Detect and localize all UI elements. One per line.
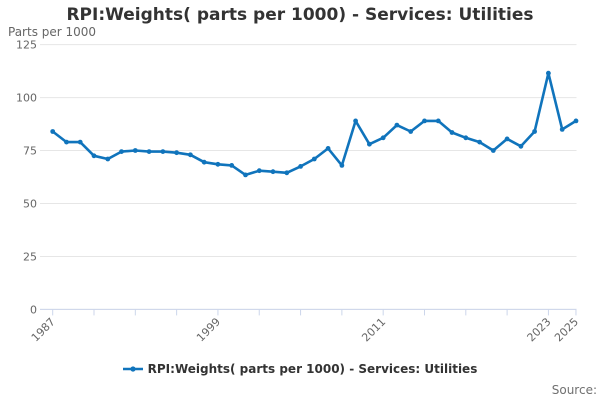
data-point-2025[interactable] — [573, 118, 579, 124]
data-point-1990[interactable] — [91, 153, 97, 159]
x-tick-label-2011: 2011 — [359, 315, 388, 344]
data-point-2019[interactable] — [490, 148, 496, 153]
data-point-1995[interactable] — [160, 149, 166, 155]
y-tick-label-100: 100 — [16, 92, 37, 105]
data-point-2004[interactable] — [284, 170, 290, 176]
data-point-2001[interactable] — [243, 172, 248, 178]
data-point-2000[interactable] — [229, 163, 235, 168]
data-point-2007[interactable] — [325, 146, 331, 151]
data-point-1993[interactable] — [132, 148, 138, 153]
data-point-1987[interactable] — [50, 129, 56, 134]
data-point-2017[interactable] — [463, 135, 469, 141]
source-label: Source: — [551, 383, 597, 397]
data-point-2016[interactable] — [449, 130, 455, 135]
data-point-2008[interactable] — [339, 163, 345, 168]
y-tick-label-25: 25 — [23, 250, 37, 263]
data-point-2020[interactable] — [504, 136, 510, 142]
x-tick-label-1987: 1987 — [29, 315, 58, 344]
data-point-2014[interactable] — [422, 118, 427, 124]
data-point-2012[interactable] — [394, 122, 400, 128]
data-point-1989[interactable] — [77, 139, 83, 145]
data-point-2015[interactable] — [435, 118, 441, 124]
data-point-2011[interactable] — [380, 135, 386, 141]
data-point-1988[interactable] — [64, 139, 69, 145]
data-point-1999[interactable] — [215, 161, 221, 167]
page-title: RPI:Weights( parts per 1000) - Services:… — [66, 5, 534, 25]
data-point-1994[interactable] — [146, 149, 152, 155]
data-point-2009[interactable] — [353, 118, 358, 124]
data-point-2021[interactable] — [518, 143, 524, 149]
legend-series-label: RPI:Weights( parts per 1000) - Services:… — [147, 362, 478, 376]
legend-series-icon — [122, 366, 143, 372]
data-point-1991[interactable] — [105, 156, 111, 162]
x-tick-label-2025: 2025 — [552, 315, 581, 344]
data-point-1996[interactable] — [174, 150, 180, 156]
data-point-2003[interactable] — [270, 169, 276, 175]
data-point-2006[interactable] — [311, 156, 317, 162]
data-point-1997[interactable] — [188, 152, 193, 158]
data-point-2002[interactable] — [256, 168, 262, 174]
y-tick-label-75: 75 — [23, 145, 37, 158]
data-point-2018[interactable] — [477, 139, 482, 145]
data-point-2022[interactable] — [532, 129, 537, 134]
y-tick-label-0: 0 — [30, 303, 37, 316]
data-point-2013[interactable] — [408, 129, 414, 134]
data-point-1992[interactable] — [119, 149, 124, 155]
legend[interactable]: RPI:Weights( parts per 1000) - Services:… — [0, 362, 600, 376]
x-tick-label-2023: 2023 — [525, 315, 554, 344]
data-point-2024[interactable] — [559, 126, 565, 132]
y-tick-label-125: 125 — [16, 39, 37, 52]
data-point-2010[interactable] — [367, 141, 372, 147]
data-point-1998[interactable] — [201, 159, 207, 165]
y-tick-label-50: 50 — [23, 198, 37, 211]
x-tick-label-1999: 1999 — [194, 315, 223, 344]
y-axis-unit-label: Parts per 1000 — [8, 25, 97, 39]
data-point-2023[interactable] — [546, 70, 551, 76]
data-point-2005[interactable] — [298, 164, 303, 169]
